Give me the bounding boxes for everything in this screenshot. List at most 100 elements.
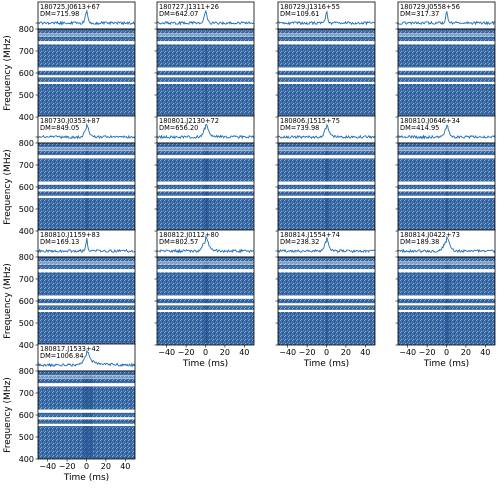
masked-channel-band [157, 269, 254, 273]
panel-title: 180729.J0558+56 [400, 3, 460, 11]
panel-180817.J1533+42: 180817.J1533+42DM=1006.84400500600700800… [3, 343, 136, 483]
masked-channel-band [38, 383, 135, 387]
y-tick-label: 600 [19, 411, 34, 420]
masked-channel-band [38, 269, 135, 273]
dynamic-spectrum [37, 256, 136, 346]
pulse-streak [85, 261, 88, 343]
masked-channel-band [278, 269, 375, 273]
masked-channel-line [278, 147, 375, 149]
profile-line [37, 349, 136, 368]
masked-channel-band [398, 303, 495, 306]
y-tick-label: 500 [19, 319, 34, 328]
panel-dm-label: DM=238.32 [280, 238, 319, 246]
masked-channel-line [157, 35, 254, 37]
masked-channel-line [157, 33, 254, 35]
panel-dm-label: DM=802.57 [159, 238, 198, 246]
masked-channel-band [157, 81, 254, 84]
masked-channel-line [398, 261, 495, 263]
panel-dm-label: DM=317.37 [400, 10, 439, 18]
masked-channel-band [38, 295, 135, 299]
masked-channel-line [398, 35, 495, 37]
masked-channel-band [157, 41, 254, 45]
masked-channel-band [278, 295, 375, 299]
masked-channel-band [398, 155, 495, 159]
y-tick-label: 700 [19, 47, 34, 56]
masked-channel-band [398, 181, 495, 185]
y-tick-label: 800 [19, 367, 34, 376]
y-tick-label: 400 [19, 227, 34, 236]
y-tick-label: 600 [19, 183, 34, 192]
profile-line [156, 9, 255, 26]
pulse-streak [204, 33, 207, 115]
masked-channel-band [398, 189, 495, 192]
dynamic-spectrum [397, 142, 496, 232]
pulse-streak [445, 147, 449, 229]
profile-background [157, 230, 254, 257]
masked-channel-line [157, 149, 254, 151]
profile-line [277, 10, 376, 26]
masked-channel-band [157, 295, 254, 299]
masked-channel-band [157, 303, 254, 306]
masked-channel-band [38, 423, 135, 426]
masked-channel-line [278, 263, 375, 265]
masked-channel-band [278, 41, 375, 45]
profile-background [38, 2, 135, 29]
masked-channel-line [38, 261, 135, 263]
masked-channel-band [398, 309, 495, 312]
profile-line [37, 9, 136, 26]
y-tick-label: 800 [19, 25, 34, 34]
profile-background [38, 116, 135, 143]
masked-channel-band [278, 181, 375, 185]
x-tick-label: −20 [59, 462, 76, 471]
panel-title: 180727.J1311+26 [159, 3, 219, 11]
masked-channel-band [398, 67, 495, 71]
masked-channel-band [278, 67, 375, 71]
x-tick-label: 20 [341, 348, 351, 357]
dynamic-spectrum [397, 256, 496, 346]
masked-channel-band [157, 67, 254, 71]
masked-channel-line [157, 263, 254, 265]
panel-dm-label: DM=715.98 [40, 10, 79, 18]
y-axis-label: Frequency (MHz) [3, 263, 13, 339]
x-axis-label: Time (ms) [63, 473, 109, 483]
dynamic-spectrum [37, 142, 136, 232]
y-tick-label: 800 [19, 253, 34, 262]
x-tick-label: −40 [399, 348, 416, 357]
masked-channel-band [398, 295, 495, 299]
x-tick-label: −20 [178, 348, 195, 357]
panel-180810.J1159+83: 180810.J1159+83DM=169.13400500600700800F… [3, 229, 136, 350]
masked-channel-line [38, 33, 135, 35]
masked-channel-band [278, 309, 375, 312]
profile-background [278, 2, 375, 29]
profile-background [157, 116, 254, 143]
masked-channel-band [157, 189, 254, 192]
pulse-streak [85, 33, 88, 115]
masked-channel-band [278, 155, 375, 159]
profile-background [398, 116, 495, 143]
masked-channel-line [278, 33, 375, 35]
masked-channel-line [157, 261, 254, 263]
x-tick-label: 20 [101, 462, 111, 471]
x-tick-label: 40 [120, 462, 130, 471]
masked-channel-band [278, 195, 375, 198]
profile-line [37, 122, 136, 140]
panel-dm-label: DM=189.38 [400, 238, 439, 246]
masked-channel-line [38, 147, 135, 149]
masked-channel-line [157, 147, 254, 149]
profile-line [277, 237, 376, 254]
masked-channel-line [38, 35, 135, 37]
masked-channel-band [38, 181, 135, 185]
panel-dm-label: DM=739.98 [280, 124, 319, 132]
masked-channel-band [278, 303, 375, 306]
panel-title: 180810.J0646+34 [400, 117, 460, 125]
